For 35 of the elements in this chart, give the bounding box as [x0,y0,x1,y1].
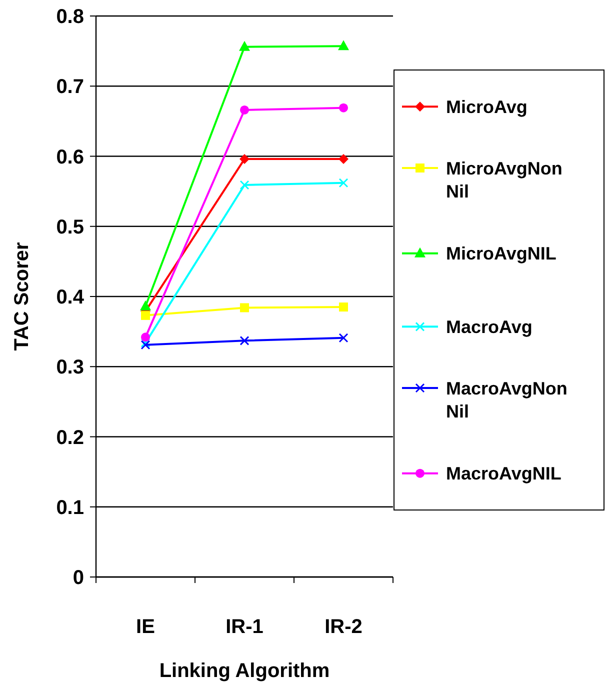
legend-label: MicroAvg [446,96,528,117]
x-tick-label: IE [136,616,155,638]
y-tick-label: 0.1 [56,496,84,519]
legend-label: MacroAvg [446,316,532,337]
point [339,302,348,312]
point [338,40,349,50]
point [239,40,250,51]
y-tick-label: 0.5 [56,216,84,238]
point [141,310,150,320]
point [240,105,249,114]
point [338,333,348,343]
point [240,180,250,190]
point [141,332,150,342]
y-tick-label: 0 [72,567,84,589]
point [240,154,250,164]
legend-label: MacroAvgNonNil [446,378,568,422]
legend-label: MicroAvgNIL [446,244,556,264]
x-tick-label: IR-1 [226,616,264,638]
y-tick-label: 0.7 [56,76,84,98]
y-tick-label: 0.8 [56,6,84,28]
point [140,300,151,310]
y-tick-label: 0.3 [56,356,84,379]
y-tick-label: 0.2 [56,426,84,449]
point [339,103,348,112]
x-tick-label: IR-2 [324,616,362,638]
y-tick-label: 0.6 [56,146,84,168]
point [338,178,348,188]
y-axis-title: TAC Scorer [11,242,33,351]
point [240,336,250,346]
point [240,303,249,312]
point [338,154,348,164]
x-axis-title: Linking Algorithm [159,660,330,682]
legend-label: MicroAvgNonNil [446,158,562,202]
legend-label: MacroAvgNIL [446,464,562,484]
y-tick-label: 0.4 [56,286,85,308]
